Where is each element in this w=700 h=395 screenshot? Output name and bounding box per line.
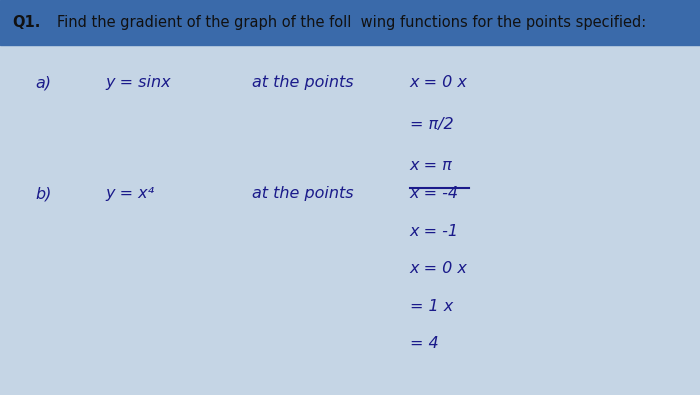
Text: x = 0 x: x = 0 x (410, 75, 468, 90)
Text: = 4: = 4 (410, 336, 438, 351)
Text: at the points: at the points (252, 186, 354, 201)
Text: y = sinx: y = sinx (105, 75, 171, 90)
FancyBboxPatch shape (0, 0, 700, 45)
Text: = π/2: = π/2 (410, 117, 453, 132)
Text: b): b) (35, 186, 51, 201)
Text: y = x⁴: y = x⁴ (105, 186, 154, 201)
Text: x = 0 x: x = 0 x (410, 261, 468, 276)
Text: a): a) (35, 75, 51, 90)
Text: Q1.: Q1. (13, 15, 41, 30)
Text: x = π: x = π (410, 158, 452, 173)
Text: x = -4: x = -4 (410, 186, 459, 201)
Text: Find the gradient of the graph of the foll  wing functions for the points specif: Find the gradient of the graph of the fo… (57, 15, 647, 30)
Text: at the points: at the points (252, 75, 354, 90)
Text: = 1 x: = 1 x (410, 299, 453, 314)
Text: x = -1: x = -1 (410, 224, 459, 239)
